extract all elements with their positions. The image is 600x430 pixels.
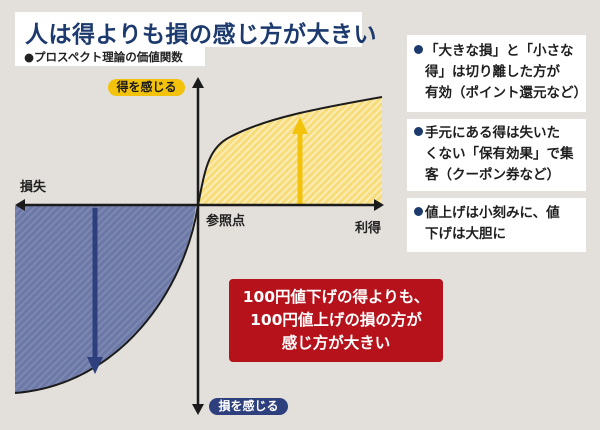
gain-feeling-label: 得を感じる (108, 79, 185, 96)
loss-axis-label: 損失 (20, 180, 47, 195)
loss-area (15, 206, 196, 393)
bullet-icon (414, 207, 423, 216)
gain-arrow-icon (292, 117, 308, 134)
note-line: くない「保有効果」で集 (425, 146, 574, 162)
gain-axis-label: 利得 (355, 221, 382, 236)
y-axis-down-arrow-icon (192, 404, 204, 415)
gain-area (198, 97, 382, 205)
subtitle-box: ●プロスペクト理論の価値関数 (15, 47, 205, 66)
callout-box: 100円値下げの得よりも、 100円値上げの損の方が 感じ方が大きい (229, 279, 443, 362)
gain-curve (197, 96, 383, 206)
note-line: 値上げは小刻みに、値 (425, 205, 560, 221)
callout-line: 100円値下げの得よりも、 (242, 288, 430, 306)
x-axis-left-arrow-icon (15, 199, 25, 211)
note-line: 下げは大胆に (425, 226, 506, 242)
note-line: 客（クーポン券など） (425, 167, 560, 183)
title-box: 人は得よりも損の感じ方が大きい (15, 12, 377, 48)
x-axis-right-arrow-icon (374, 199, 384, 211)
reference-point-label: 参照点 (206, 214, 246, 229)
note-box-3: 値上げは小刻みに、値 下げは大胆に (407, 198, 586, 252)
loss-curve (14, 204, 199, 394)
callout-line: 感じ方が大きい (281, 334, 391, 352)
note-line: 「大きな損」と「小さな (425, 43, 574, 59)
loss-feeling-label: 損を感じる (209, 398, 288, 415)
bullet-icon (414, 127, 423, 136)
page-title: 人は得よりも損の感じ方が大きい (25, 22, 378, 48)
note-line: 手元にある得は失いた (425, 125, 560, 141)
subtitle: ●プロスペクト理論の価値関数 (24, 50, 183, 64)
note-line: 有効（ポイント還元など） (425, 85, 587, 101)
note-line: 得」は切り離した方が (425, 64, 560, 80)
y-axis-up-arrow-icon (192, 77, 204, 88)
note-box-1: 「大きな損」と「小さな 得」は切り離した方が 有効（ポイント還元など） (407, 35, 587, 112)
loss-arrow-icon (87, 357, 103, 374)
bullet-icon (414, 45, 423, 54)
note-box-2: 手元にある得は失いた くない「保有効果」で集 客（クーポン券など） (407, 119, 586, 191)
callout-line: 100円値上げの損の方が (250, 311, 422, 329)
